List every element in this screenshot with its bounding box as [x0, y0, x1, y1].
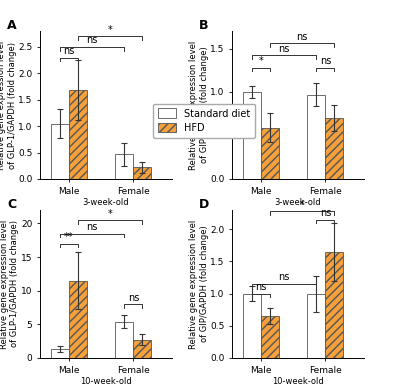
Bar	[133, 340, 151, 358]
X-axis label: 10-week-old: 10-week-old	[272, 377, 324, 386]
Bar	[261, 128, 279, 179]
Y-axis label: Relative gene expression level
of GIP/GAPDH (fold change): Relative gene expression level of GIP/GA…	[189, 40, 208, 170]
Text: **: **	[64, 232, 74, 242]
Text: A: A	[7, 19, 17, 32]
Text: B: B	[199, 19, 208, 32]
Bar	[115, 322, 133, 358]
Text: *: *	[108, 25, 112, 35]
Text: D: D	[199, 198, 209, 211]
Text: ns: ns	[320, 208, 331, 218]
Bar	[261, 316, 279, 358]
Bar	[243, 92, 261, 179]
Legend: Standard diet, HFD: Standard diet, HFD	[153, 103, 255, 138]
X-axis label: 3-week-old: 3-week-old	[83, 198, 129, 207]
Bar	[115, 154, 133, 179]
Text: *: *	[259, 56, 263, 66]
Bar	[69, 90, 87, 179]
Text: ns: ns	[128, 293, 139, 303]
Bar	[51, 349, 69, 358]
Bar	[325, 252, 343, 358]
Y-axis label: Relative gene expression level
of GIP/GAPDH (fold change): Relative gene expression level of GIP/GA…	[189, 219, 208, 349]
Text: ns: ns	[278, 272, 290, 282]
Bar	[133, 167, 151, 179]
X-axis label: 10-week-old: 10-week-old	[80, 377, 132, 386]
Text: *: *	[108, 209, 112, 219]
Bar	[325, 118, 343, 179]
Text: ns: ns	[320, 56, 331, 66]
Bar	[69, 280, 87, 358]
Bar	[307, 95, 325, 179]
Bar	[307, 294, 325, 358]
X-axis label: 3-week-old: 3-week-old	[275, 198, 321, 207]
Bar	[243, 294, 261, 358]
Text: ns: ns	[255, 282, 267, 292]
Text: *: *	[300, 200, 304, 210]
Text: ns: ns	[86, 35, 98, 46]
Bar	[51, 124, 69, 179]
Y-axis label: Relative gene expression level
of GLP-1/GAPDH (fold change): Relative gene expression level of GLP-1/…	[0, 219, 20, 349]
Text: ns: ns	[63, 46, 75, 56]
Text: ns: ns	[296, 32, 308, 42]
Text: ns: ns	[86, 222, 98, 232]
Text: C: C	[7, 198, 16, 211]
Text: ns: ns	[278, 44, 290, 54]
Y-axis label: Relative gene expression level
of GLP-1/GAPDH (fold change): Relative gene expression level of GLP-1/…	[0, 40, 16, 170]
